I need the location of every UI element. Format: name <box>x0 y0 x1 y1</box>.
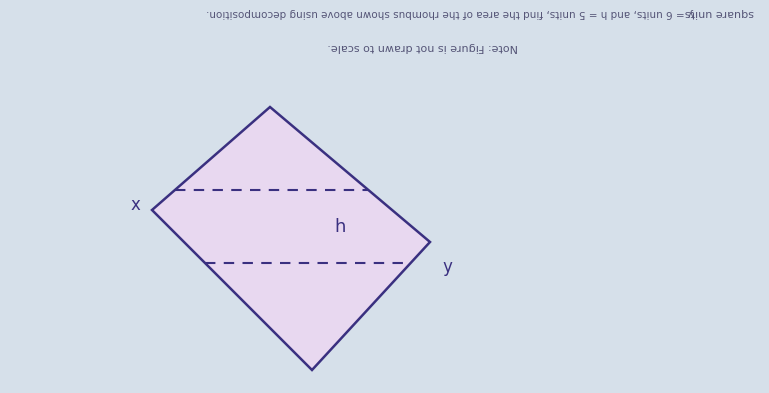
Polygon shape <box>152 107 430 370</box>
Text: square units: square units <box>685 8 754 18</box>
Text: h: h <box>335 217 346 235</box>
Text: y: y <box>442 258 452 276</box>
Text: y = 6 units, and h = 5 units, find the area of the rhombus shown above using dec: y = 6 units, and h = 5 units, find the a… <box>206 8 694 18</box>
Text: Note: Figure is not drawn to scale.: Note: Figure is not drawn to scale. <box>328 42 518 52</box>
Text: x: x <box>130 196 140 214</box>
